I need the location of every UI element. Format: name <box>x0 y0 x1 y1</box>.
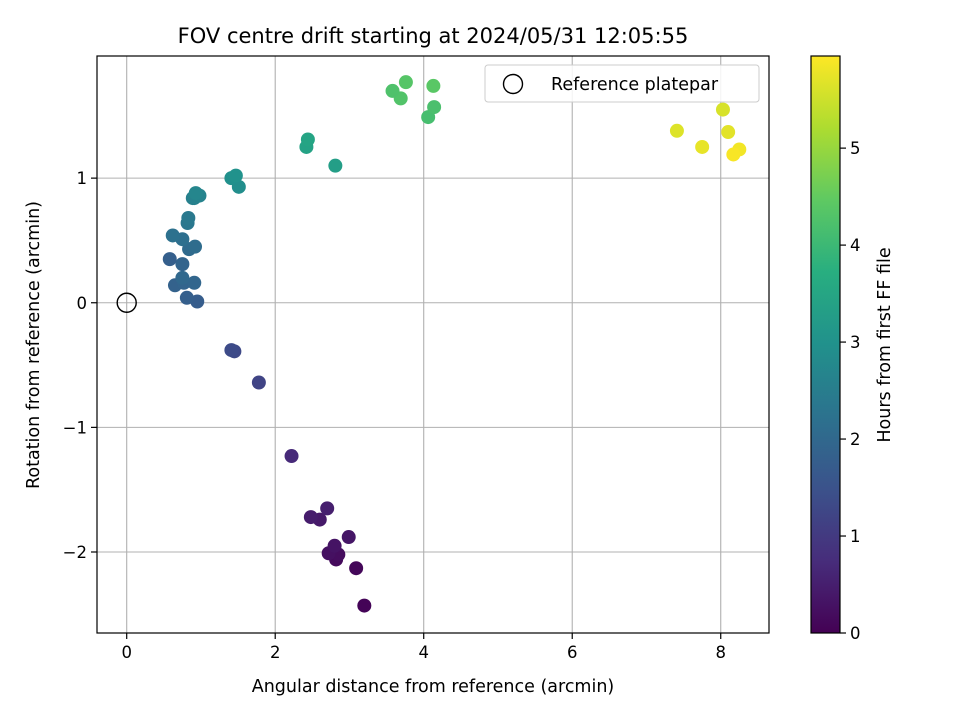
data-point <box>188 239 203 254</box>
colorbar-ticks: 0 1 2 3 4 5 <box>840 139 861 643</box>
data-point <box>320 501 335 516</box>
y-tick-label: 0 <box>77 294 88 313</box>
data-point <box>162 252 177 267</box>
data-points <box>162 75 747 613</box>
colorbar-tick-label: 4 <box>850 236 861 255</box>
reference-platepar-marker <box>116 292 137 313</box>
data-point <box>669 123 684 138</box>
legend-label: Reference platepar <box>551 75 719 95</box>
data-point <box>385 83 400 98</box>
data-point <box>188 186 203 201</box>
y-tick-label: 1 <box>77 169 88 188</box>
legend-box <box>484 64 760 103</box>
y-tick-label: −2 <box>63 543 87 562</box>
plot-frame <box>96 55 770 634</box>
data-point <box>251 375 266 390</box>
colorbar-tick-label: 3 <box>850 333 861 352</box>
data-point <box>181 211 196 226</box>
data-point <box>726 147 741 162</box>
chart-title: FOV centre drift starting at 2024/05/31 … <box>178 24 689 48</box>
reference-marker-layer <box>116 292 137 313</box>
data-point <box>175 257 190 272</box>
data-point <box>327 538 342 553</box>
data-point <box>349 561 364 576</box>
data-point <box>175 270 190 285</box>
data-point <box>427 100 442 115</box>
legend-marker-icon <box>502 73 524 95</box>
data-point <box>695 139 710 154</box>
data-point <box>224 343 239 358</box>
y-tick-label: −1 <box>63 418 87 437</box>
x-tick-label: 4 <box>418 643 429 662</box>
x-tick-label: 8 <box>715 643 726 662</box>
colorbar-label: Hours from first FF file <box>875 247 895 442</box>
colorbar-tick-label: 0 <box>850 624 861 643</box>
x-tick-label: 2 <box>270 643 281 662</box>
colorbar-tick-label: 2 <box>850 430 861 449</box>
y-axis-label: Rotation from reference (arcmin) <box>24 201 44 489</box>
legend: Reference platepar <box>484 64 760 103</box>
data-point <box>303 510 318 525</box>
data-point <box>187 275 202 290</box>
colorbar-tick-label: 1 <box>850 527 861 546</box>
colorbar-tick-label: 5 <box>850 139 861 158</box>
x-tick-label: 6 <box>567 643 578 662</box>
data-point <box>357 598 372 613</box>
data-point <box>300 132 315 147</box>
x-tick-label: 0 <box>121 643 132 662</box>
colorbar: 0 1 2 3 4 5 Hours from first FF file <box>810 55 895 643</box>
data-point <box>426 78 441 93</box>
data-point <box>228 168 243 183</box>
data-point <box>721 125 736 140</box>
x-axis-label: Angular distance from reference (arcmin) <box>252 677 615 697</box>
grid <box>97 56 769 633</box>
data-point <box>715 102 730 117</box>
colorbar-gradient <box>810 55 841 634</box>
y-axis: −2 −1 0 1 <box>63 169 97 562</box>
data-point <box>165 228 180 243</box>
data-point <box>284 449 299 464</box>
x-axis: 0 2 4 6 8 <box>121 633 726 662</box>
data-point <box>341 530 356 545</box>
data-point <box>328 158 343 173</box>
data-point <box>179 290 194 305</box>
data-point <box>398 75 413 90</box>
